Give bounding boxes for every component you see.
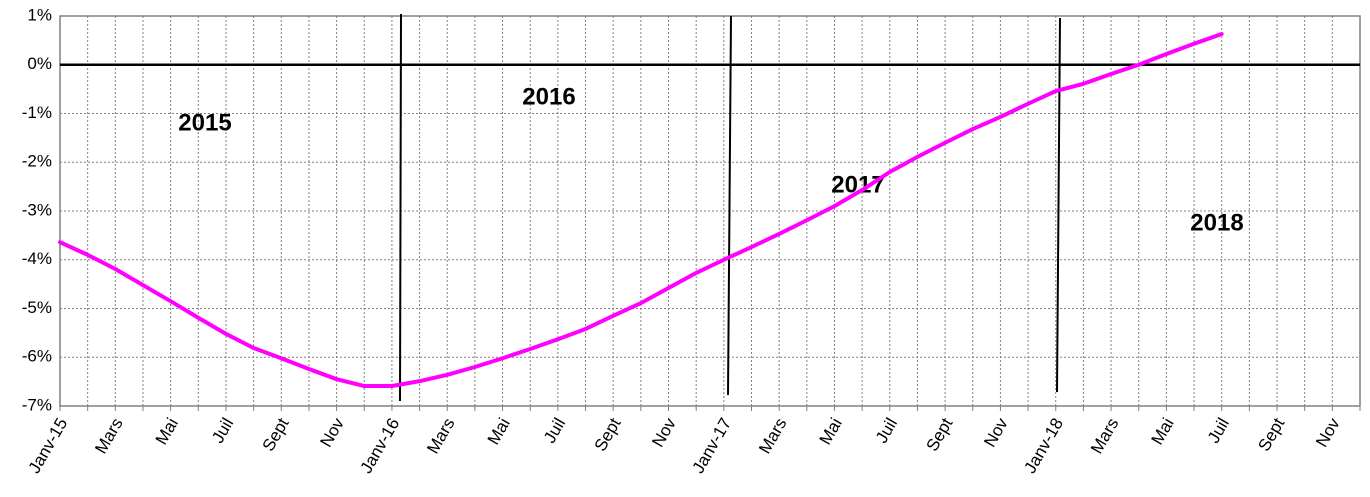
annotation: 2018: [1190, 209, 1243, 236]
year-divider: [1056, 17, 1061, 393]
x-tick-label: Nov: [648, 414, 680, 450]
x-tick-label: Juil: [540, 415, 569, 447]
x-tick-label: Janv-15: [25, 415, 72, 477]
x-tick-label: Sept: [923, 415, 957, 455]
y-tick-label: -2%: [22, 152, 52, 171]
x-tick-label: Juil: [1204, 415, 1233, 447]
annotation: 2015: [178, 109, 231, 136]
y-tick-label: 1%: [27, 5, 52, 24]
x-tick-label: Mai: [1148, 415, 1178, 448]
x-tick-label: Mai: [152, 415, 182, 448]
x-tick-label: Nov: [1312, 414, 1344, 450]
x-tick-label: Mai: [484, 415, 514, 448]
y-tick-label: -7%: [22, 395, 52, 414]
year-divider: [727, 15, 732, 396]
line-series: [58, 32, 1224, 389]
x-tick-label: Janv-18: [1020, 415, 1067, 477]
x-tick-label: Nov: [316, 414, 348, 450]
x-tick-label: Nov: [980, 414, 1012, 450]
x-tick-label: Mars: [755, 415, 790, 457]
x-tick-label: Mai: [816, 415, 846, 448]
x-tick-label: Mars: [1087, 415, 1122, 457]
x-tick-label: Mars: [91, 415, 126, 457]
y-tick-label: -6%: [22, 347, 52, 366]
x-tick-label: Sept: [259, 415, 293, 455]
year-divider: [399, 13, 402, 402]
x-tick-label: Janv-17: [688, 415, 735, 477]
x-tick-label: Juil: [208, 415, 237, 447]
x-tick-label: Sept: [1254, 415, 1288, 455]
annotation: 2016: [522, 83, 575, 110]
x-tick-label: Janv-16: [357, 415, 404, 477]
x-tick-label: Sept: [591, 415, 625, 455]
y-tick-label: 0%: [27, 54, 52, 73]
y-tick-label: -3%: [22, 200, 52, 219]
y-tick-label: -1%: [22, 103, 52, 122]
y-tick-label: -5%: [22, 298, 52, 317]
x-tick-label: Mars: [423, 415, 458, 457]
plot-border: [59, 15, 1361, 407]
y-tick-label: -4%: [22, 249, 52, 268]
x-tick-label: Juil: [872, 415, 901, 447]
